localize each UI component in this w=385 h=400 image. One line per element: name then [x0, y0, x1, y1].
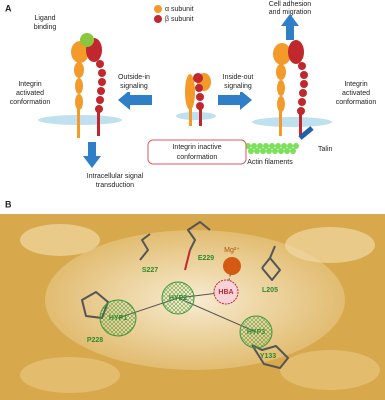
annotation: signaling: [224, 83, 252, 90]
annotation: activated: [16, 90, 44, 97]
feature-sphere: [99, 299, 137, 337]
talin-bar: [298, 126, 314, 140]
legend-text: β subunit: [165, 16, 194, 23]
label-box: [116, 72, 152, 92]
annotation: and migration: [269, 9, 312, 16]
arrow: [281, 14, 299, 40]
annotation: transduction: [96, 182, 134, 189]
panel-label: A: [5, 3, 12, 13]
legend-dot: [154, 5, 162, 13]
integrin-right: [273, 40, 308, 136]
arrow: [83, 142, 101, 168]
annotation: Talin: [318, 146, 333, 153]
annotation: Integrin inactive: [172, 144, 221, 151]
annotation: activated: [342, 90, 370, 97]
annotation: Cell adhesion: [269, 1, 312, 8]
annotation: Integrin: [18, 81, 41, 88]
feature-sphere: [239, 315, 273, 349]
residue-label: L205: [262, 287, 278, 294]
membrane: [252, 117, 332, 127]
annotation: signaling: [120, 83, 148, 90]
panel-label: B: [5, 199, 12, 209]
surface-cavity: [20, 224, 380, 393]
integrin-inactive: [185, 73, 211, 126]
label-box: [220, 72, 256, 92]
legend-text: α subunit: [165, 6, 194, 13]
feature-label: HYP3: [247, 329, 265, 336]
residue-label: S227: [142, 267, 158, 274]
annotation: Integrin: [344, 81, 367, 88]
feature-sphere: [213, 279, 239, 305]
feature-label: HYP2: [169, 295, 187, 302]
label-box: [147, 139, 247, 165]
annotation: binding: [34, 24, 57, 31]
residue-label: Y133: [260, 353, 276, 360]
actin-filaments: [245, 143, 299, 154]
feature-sphere: [161, 281, 195, 315]
arrow: [218, 90, 252, 110]
arrow: [118, 90, 152, 110]
residue-label: P228: [87, 337, 103, 344]
membrane: [176, 112, 216, 120]
feature-label: HYP1: [109, 315, 127, 322]
annotation: conformation: [10, 99, 51, 106]
metal-ion: [223, 257, 241, 275]
legend-dot: [154, 15, 162, 23]
annotation: conformation: [177, 154, 218, 161]
integrin-left: [71, 33, 106, 138]
annotation: Ligand: [34, 15, 55, 22]
residue-label: E229: [198, 255, 214, 262]
feature-label: HBA: [218, 289, 233, 296]
annotation: Actin filaments: [247, 159, 293, 166]
annotation: Intracellular signal: [87, 173, 144, 180]
annotation: conformation: [336, 99, 377, 106]
metal-label: Mg²⁺: [224, 247, 240, 254]
annotation: Inside-out: [223, 74, 254, 81]
annotation: Outside-in: [118, 74, 150, 81]
